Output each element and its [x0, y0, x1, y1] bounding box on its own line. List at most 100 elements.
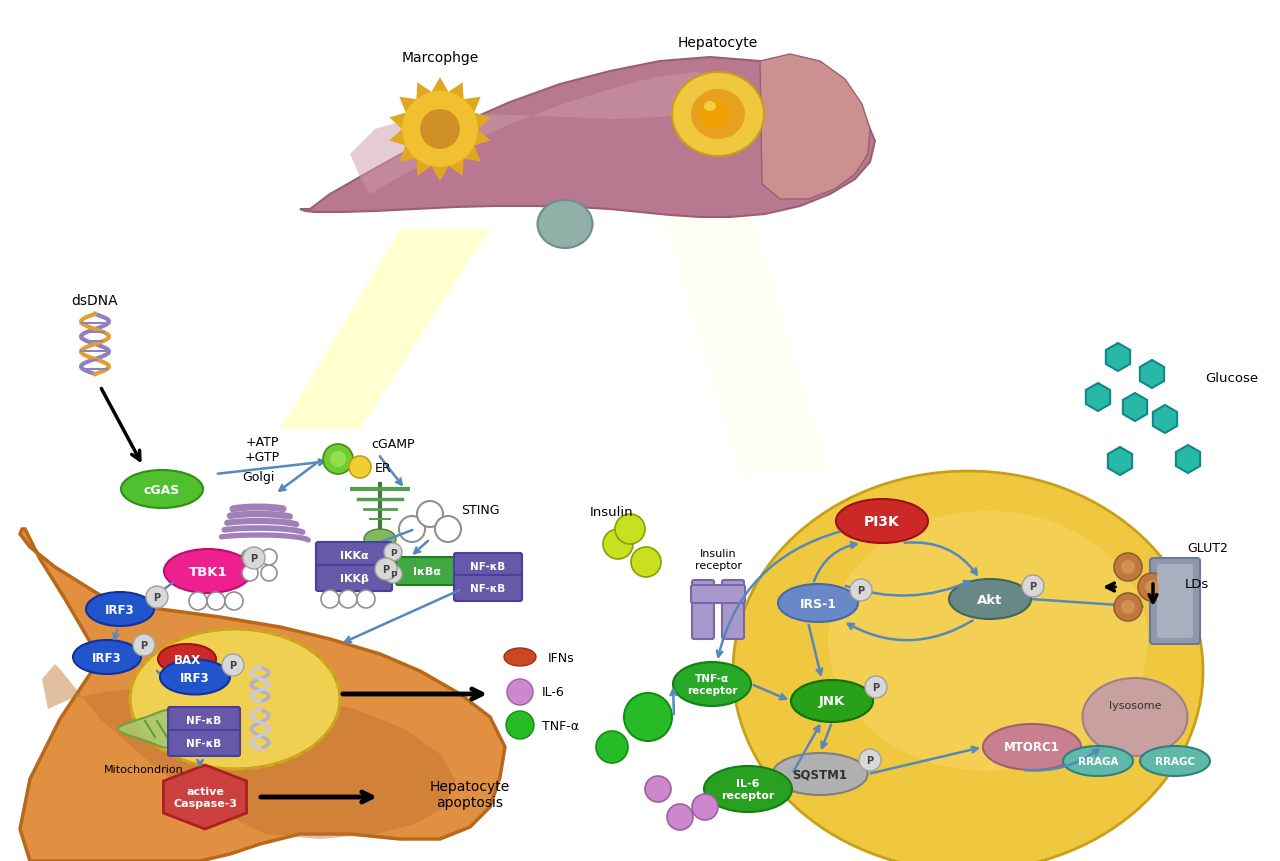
- Circle shape: [507, 679, 532, 705]
- Ellipse shape: [791, 680, 873, 722]
- Ellipse shape: [778, 585, 858, 623]
- Circle shape: [603, 530, 634, 560]
- Ellipse shape: [1062, 746, 1133, 776]
- Text: Insulin: Insulin: [590, 505, 634, 518]
- Ellipse shape: [828, 511, 1148, 771]
- Text: P: P: [858, 585, 864, 595]
- Circle shape: [692, 794, 718, 820]
- Circle shape: [261, 566, 276, 581]
- Ellipse shape: [1083, 678, 1188, 756]
- Text: IFNs: IFNs: [548, 651, 575, 664]
- Ellipse shape: [983, 724, 1082, 770]
- Polygon shape: [1106, 344, 1130, 372]
- Ellipse shape: [733, 472, 1203, 861]
- Circle shape: [384, 543, 402, 561]
- Polygon shape: [20, 530, 506, 861]
- Ellipse shape: [538, 201, 593, 249]
- Text: NF-κB: NF-κB: [187, 738, 221, 748]
- Text: NF-κB: NF-κB: [470, 561, 506, 572]
- Text: Hepatocyte
apoptosis: Hepatocyte apoptosis: [430, 779, 511, 809]
- Text: P: P: [389, 548, 397, 557]
- Text: P: P: [873, 682, 879, 692]
- Text: P: P: [154, 592, 160, 603]
- Circle shape: [1021, 575, 1044, 598]
- Polygon shape: [1123, 393, 1147, 422]
- Text: TNF-α: TNF-α: [541, 719, 579, 732]
- Ellipse shape: [122, 470, 204, 508]
- Circle shape: [1114, 554, 1142, 581]
- Text: lysosome: lysosome: [1108, 700, 1161, 710]
- Text: IL-6
receptor: IL-6 receptor: [722, 778, 774, 800]
- Text: IκBα: IκBα: [413, 567, 440, 576]
- FancyBboxPatch shape: [691, 585, 745, 604]
- FancyBboxPatch shape: [454, 554, 522, 579]
- Text: STING: STING: [461, 503, 499, 516]
- Circle shape: [1121, 561, 1135, 574]
- Circle shape: [189, 592, 207, 610]
- Ellipse shape: [160, 660, 230, 695]
- Ellipse shape: [1140, 746, 1210, 776]
- Circle shape: [435, 517, 461, 542]
- Text: IL-6: IL-6: [541, 685, 564, 698]
- Text: TBK1: TBK1: [188, 565, 228, 578]
- Polygon shape: [280, 230, 490, 430]
- Ellipse shape: [131, 629, 340, 769]
- FancyBboxPatch shape: [722, 580, 744, 639]
- Text: P: P: [1029, 581, 1037, 592]
- Polygon shape: [42, 664, 454, 839]
- Text: Hepatocyte: Hepatocyte: [678, 36, 758, 50]
- Text: Glucose: Glucose: [1204, 371, 1258, 384]
- Circle shape: [631, 548, 660, 578]
- Text: IRF3: IRF3: [180, 671, 210, 684]
- Ellipse shape: [704, 102, 716, 112]
- Circle shape: [625, 693, 672, 741]
- Circle shape: [850, 579, 872, 601]
- FancyBboxPatch shape: [396, 557, 458, 585]
- Circle shape: [859, 749, 881, 771]
- Text: TNF-α
receptor: TNF-α receptor: [687, 673, 737, 695]
- Text: cGAMP: cGAMP: [371, 438, 415, 451]
- Text: MTORC1: MTORC1: [1004, 740, 1060, 753]
- Text: Marcophge: Marcophge: [402, 51, 479, 65]
- FancyBboxPatch shape: [1157, 564, 1193, 638]
- Ellipse shape: [164, 549, 252, 593]
- Circle shape: [1121, 600, 1135, 614]
- Ellipse shape: [673, 662, 751, 706]
- Circle shape: [1146, 580, 1158, 594]
- Circle shape: [399, 517, 425, 542]
- Text: P: P: [251, 554, 257, 563]
- Text: RRAGC: RRAGC: [1155, 756, 1196, 766]
- Text: Golgi: Golgi: [242, 471, 274, 484]
- Ellipse shape: [420, 110, 460, 150]
- FancyBboxPatch shape: [316, 566, 392, 592]
- Polygon shape: [1140, 361, 1164, 388]
- Ellipse shape: [704, 766, 792, 812]
- Text: ER: ER: [375, 461, 392, 474]
- FancyBboxPatch shape: [316, 542, 392, 568]
- Polygon shape: [1176, 445, 1201, 474]
- Ellipse shape: [691, 90, 745, 139]
- Text: P: P: [383, 564, 389, 574]
- Text: NF-κB: NF-κB: [470, 583, 506, 593]
- Text: IRF3: IRF3: [105, 603, 134, 616]
- Text: PI3K: PI3K: [864, 514, 900, 529]
- Text: P: P: [229, 660, 237, 670]
- Circle shape: [221, 654, 244, 676]
- FancyBboxPatch shape: [168, 730, 241, 756]
- Polygon shape: [1085, 383, 1110, 412]
- Text: Mitochondrion: Mitochondrion: [104, 764, 184, 774]
- Ellipse shape: [157, 644, 216, 674]
- FancyBboxPatch shape: [1149, 558, 1199, 644]
- Polygon shape: [349, 73, 740, 195]
- Text: LDs: LDs: [1185, 578, 1210, 591]
- Text: P: P: [867, 755, 873, 765]
- Ellipse shape: [672, 73, 764, 157]
- Text: IRF3: IRF3: [92, 651, 122, 664]
- Circle shape: [667, 804, 692, 830]
- Circle shape: [242, 549, 259, 566]
- Circle shape: [146, 586, 168, 608]
- Text: GLUT2: GLUT2: [1187, 541, 1228, 554]
- Circle shape: [133, 635, 155, 656]
- FancyBboxPatch shape: [692, 580, 714, 639]
- Text: IKKβ: IKKβ: [339, 573, 369, 583]
